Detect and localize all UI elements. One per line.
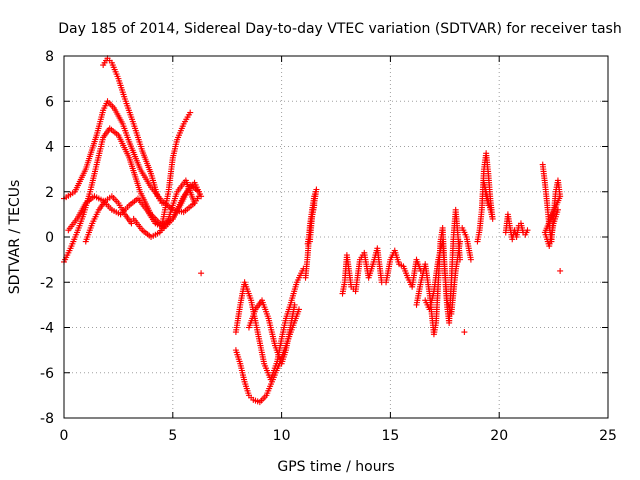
data-point: [524, 227, 531, 234]
data-point: [198, 193, 205, 200]
x-tick-label: 5: [168, 428, 177, 444]
data-point: [191, 200, 198, 207]
data-point: [485, 202, 492, 209]
data-point: [461, 329, 468, 336]
series-cluster-11: [302, 186, 320, 281]
chart-title: Day 185 of 2014, Sidereal Day-to-day VTE…: [58, 21, 621, 37]
data-point: [296, 306, 303, 313]
grid-lines: [64, 56, 608, 418]
data-point: [291, 301, 298, 308]
y-tick-label: -8: [40, 411, 54, 427]
series-trough-C: [245, 297, 298, 367]
x-axis-label: GPS time / hours: [277, 459, 394, 475]
y-tick-label: 0: [45, 230, 54, 246]
series-cluster-22: [539, 161, 564, 274]
data-point: [187, 109, 194, 116]
x-tick-label: 15: [381, 428, 399, 444]
y-tick-label: 8: [45, 49, 54, 65]
y-tick-label: -6: [40, 366, 54, 382]
data-point: [554, 206, 561, 213]
data-point: [457, 238, 464, 245]
series-arc-F: [130, 177, 205, 277]
y-tick-label: 2: [45, 185, 54, 201]
data-point: [198, 270, 205, 277]
series-arc-D: [100, 55, 165, 207]
x-tick-label: 0: [60, 428, 69, 444]
x-tick-label: 25: [599, 428, 617, 444]
data-point: [557, 267, 564, 274]
data-point: [195, 188, 202, 195]
series-arc-G: [82, 193, 135, 245]
y-tick-label: -2: [40, 275, 54, 291]
x-tick-label: 10: [273, 428, 291, 444]
series-arc-C: [65, 181, 202, 234]
y-tick-label: 6: [45, 94, 54, 110]
y-tick-label: 4: [45, 140, 54, 156]
data-point: [311, 202, 318, 209]
data-point: [128, 220, 135, 227]
data-point: [467, 256, 474, 263]
series-cluster-17b: [422, 238, 464, 317]
series-arc-E: [158, 109, 194, 229]
axis-ticks: 0 5 10 15 20 25 -8 -6 -4 -2 0 2 4 6 8: [40, 49, 617, 444]
y-axis-label: SDTVAR / TECUs: [7, 180, 23, 295]
series-cluster-18-upper: [459, 224, 474, 263]
series-cluster-19: [474, 150, 496, 245]
x-tick-label: 20: [490, 428, 508, 444]
y-tick-label: -4: [40, 321, 54, 337]
series-cluster-21: [502, 211, 531, 243]
data-points: [61, 55, 564, 406]
